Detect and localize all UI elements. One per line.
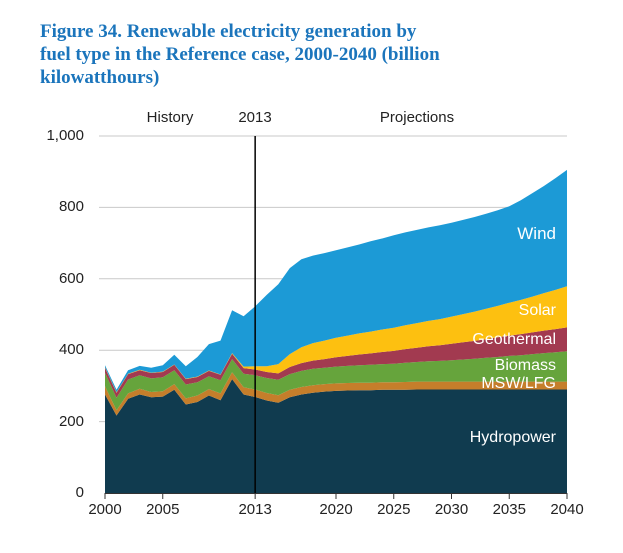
x-tick-label-2000: 2000: [88, 501, 122, 518]
x-tick-label-2030: 2030: [434, 501, 469, 518]
area-solar: [105, 286, 567, 393]
chart-area-label-solar: Solar: [518, 302, 556, 319]
x-tick-label-2020: 2020: [319, 501, 353, 518]
header-label-2013: 2013: [238, 109, 272, 126]
chart-area-label-msw-lfg: MSW/LFG: [481, 375, 556, 392]
figure-title-line-2: fuel type in the Reference case, 2000-20…: [40, 44, 440, 65]
x-tick-label-2025: 2025: [377, 501, 411, 518]
chart-area-label-biomass: Biomass: [494, 357, 556, 374]
figure-title-line-3: kilowatthours): [40, 67, 160, 88]
area-biomass: [105, 351, 567, 411]
y-tick-label-600: 600: [58, 269, 84, 287]
x-tick-label-2005: 2005: [146, 501, 180, 518]
y-tick-label-0: 0: [75, 484, 84, 501]
y-tick-label-400: 400: [58, 341, 84, 359]
area-geothermal: [105, 327, 567, 398]
y-tick-label-200: 200: [58, 412, 84, 430]
chart-area-label-hydropower: Hydropower: [469, 429, 556, 446]
area-msw-lfg: [105, 372, 567, 416]
chart-area-label-geothermal: Geothermal: [472, 331, 556, 348]
y-tick-label-1000: 1,000: [46, 127, 84, 144]
area-wind: [105, 169, 567, 393]
x-tick-label-2013: 2013: [238, 501, 272, 518]
x-tick-label-2035: 2035: [492, 501, 526, 518]
figure-title: Figure 34. Renewable electricity generat…: [40, 20, 580, 89]
figure-title-line-1: Figure 34. Renewable electricity generat…: [40, 21, 417, 42]
area-hydropower: [105, 379, 567, 493]
header-label-history: History: [146, 109, 194, 126]
chart-area-label-wind: Wind: [517, 224, 556, 243]
x-tick-label-2040: 2040: [550, 501, 584, 518]
header-label-projections: Projections: [379, 109, 455, 126]
y-tick-label-800: 800: [58, 198, 84, 216]
